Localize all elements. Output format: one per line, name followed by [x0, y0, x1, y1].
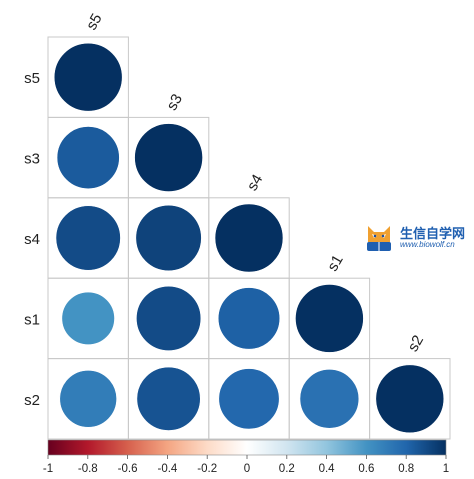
row-labels: s5 s3 s4 s1 s2 [24, 70, 40, 409]
colorbar-tick-label: -0.4 [157, 463, 177, 475]
correlation-cells [47, 36, 451, 440]
column-labels: s5 s3 s4 s1 s2 [83, 11, 427, 355]
row-label-s2: s2 [24, 392, 40, 409]
colorbar-tick-label: -0.8 [78, 463, 98, 475]
colorbar-tick-label: -0.6 [118, 463, 138, 475]
circle-s1-s5 [61, 291, 115, 346]
circle-s1-s4 [217, 287, 281, 350]
circle-s1-s1 [295, 284, 364, 353]
circle-s1-s3 [136, 285, 202, 351]
circle-s4-s3 [135, 204, 202, 272]
circle-s2-s1 [299, 369, 360, 429]
colorbar-tick-label: 0.2 [279, 463, 295, 475]
circle-s2-s2 [375, 364, 445, 434]
circle-s2-s4 [218, 368, 280, 430]
column-label-s3: s3 [163, 91, 186, 113]
colorbar: -1 -0.8 -0.6 -0.4 -0.2 0 0.2 0.4 0.6 0.8 1 [43, 439, 449, 475]
circle-s3-s5 [56, 126, 120, 190]
circle-s3-s3 [134, 123, 203, 192]
circle-s2-s5 [59, 370, 117, 428]
row-label-s3: s3 [24, 151, 40, 168]
circle-s2-s3 [136, 366, 201, 431]
logo-url: www.biowolf.cn [400, 240, 455, 249]
row-label-s5: s5 [24, 70, 40, 87]
column-label-s4: s4 [244, 172, 267, 194]
biowolf-logo: 生信自学网 www.biowolf.cn [362, 220, 472, 256]
colorbar-gradient [47, 439, 447, 456]
row-label-s1: s1 [24, 311, 40, 328]
wolf-icon [367, 226, 391, 251]
circle-s4-s4 [214, 203, 284, 273]
cell-s2-s2 [369, 358, 451, 440]
circle-s5-s5 [53, 42, 123, 112]
colorbar-tick-label: 0.6 [358, 463, 374, 475]
column-label-s5: s5 [83, 11, 106, 33]
correlation-circles [53, 42, 445, 434]
colorbar-tick-label: 1 [443, 463, 449, 475]
circle-s4-s5 [55, 205, 121, 271]
column-label-s1: s1 [324, 252, 347, 274]
column-label-s2: s2 [405, 332, 428, 354]
colorbar-tick-label: -0.2 [197, 463, 217, 475]
colorbar-tick-label: 0.4 [319, 463, 336, 475]
row-label-s4: s4 [24, 231, 40, 248]
logo-title: 生信自学网 [400, 227, 466, 242]
colorbar-tick-label: 0.8 [398, 463, 414, 475]
colorbar-tick-label: -1 [43, 463, 53, 475]
colorbar-tick-label: 0 [244, 463, 250, 475]
